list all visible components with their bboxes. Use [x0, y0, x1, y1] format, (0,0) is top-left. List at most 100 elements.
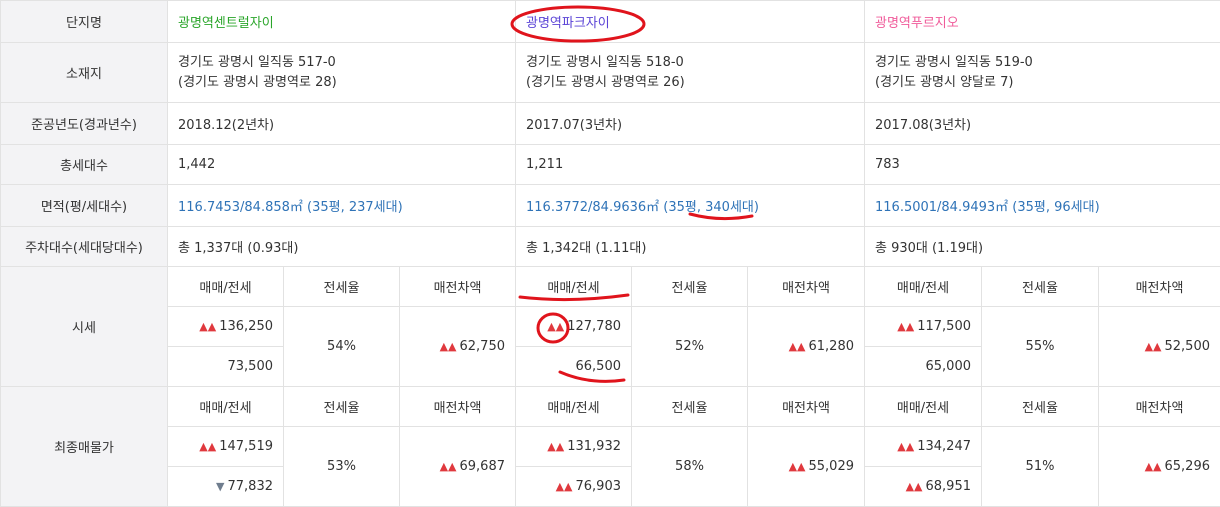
road-address-2: (경기도 광명시 광명역로 26) [526, 74, 685, 90]
market-lease-3: 65,000 [864, 346, 982, 387]
final-sale-value-2: 131,932 [567, 439, 621, 454]
market-sale-value-3: 117,500 [917, 319, 971, 334]
complex-name-2[interactable]: 광명역파크자이 [515, 0, 865, 43]
market-col-gap-3: 매전차액 [1098, 266, 1220, 307]
row-market-header: 시세 매매/전세 전세율 매전차액 매매/전세 전세율 매전차액 매매/전세 전… [0, 266, 1220, 387]
row-final-lease: ▼77,832 ▲76,903 ▲68,951 [1, 466, 1220, 507]
arrow-up-icon: ▲ [906, 480, 923, 493]
market-col-ratio-1: 전세율 [283, 266, 400, 307]
arrow-up-icon: ▲ [1145, 460, 1162, 473]
label-complex: 단지명 [0, 0, 168, 43]
arrow-up-icon: ▲ [199, 440, 216, 453]
arrow-up-icon: ▲ [1145, 340, 1162, 353]
row-parking: 주차대수(세대당대수) 총 1,337대 (0.93대) 총 1,342대 (1… [0, 226, 1220, 267]
label-parking: 주차대수(세대당대수) [0, 226, 168, 267]
arrow-up-icon: ▲ [897, 320, 914, 333]
label-final: 최종매물가 [0, 386, 168, 507]
final-lease-1: ▼ 77,832 [167, 466, 284, 507]
final-sale-value-1: 147,519 [219, 439, 273, 454]
final-gap-2: ▲55,029 [747, 426, 865, 507]
parking-3: 총 930대 (1.19대) [864, 226, 1220, 267]
market-col-ratio-3: 전세율 [981, 266, 1099, 307]
market-lease-1: 73,500 [167, 346, 284, 387]
complex-name-3[interactable]: 광명역푸르지오 [864, 0, 1220, 43]
label-location: 소재지 [0, 42, 168, 103]
label-area: 면적(평/세대수) [0, 184, 168, 227]
row-complex-name: 단지명 광명역센트럴자이 광명역파크자이 광명역푸르지오 [0, 0, 1220, 43]
location-2: 경기도 광명시 일직동 518-0 (경기도 광명시 광명역로 26) [515, 42, 865, 103]
parking-2: 총 1,342대 (1.11대) [515, 226, 865, 267]
row-final-sale: ▲147,519 53% ▲69,687 ▲131,932 58% ▲55,02… [1, 426, 1220, 507]
market-lease-2: 66,500 [515, 346, 632, 387]
final-sale-3: ▲134,247 [864, 426, 982, 467]
row-completion: 준공년도(경과년수) 2018.12(2년차) 2017.07(3년차) 201… [0, 102, 1220, 145]
label-households: 총세대수 [0, 144, 168, 185]
final-col-sale-3: 매매/전세 [864, 386, 982, 427]
arrow-up-icon: ▲ [789, 340, 806, 353]
road-address-3: (경기도 광명시 양달로 7) [875, 74, 1014, 90]
row-market-sale: ▲136,250 54% ▲62,750 ▲127,780 52% ▲61,28… [1, 306, 1220, 387]
market-sale-2: ▲127,780 [515, 306, 632, 347]
market-col-gap-1: 매전차액 [399, 266, 516, 307]
final-col-ratio-1: 전세율 [283, 386, 400, 427]
final-ratio-2: 58% [631, 426, 748, 507]
address-2: 경기도 광명시 일직동 518-0 [526, 54, 684, 70]
market-col-sale-2: 매매/전세 [515, 266, 632, 307]
road-address-1: (경기도 광명시 광명역로 28) [178, 74, 337, 90]
market-sale-3: ▲117,500 [864, 306, 982, 347]
market-sale-value-1: 136,250 [219, 319, 273, 334]
arrow-down-icon: ▼ [216, 480, 225, 493]
market-ratio-1: 54% [283, 306, 400, 387]
final-sale-value-3: 134,247 [917, 439, 971, 454]
households-3: 783 [864, 144, 1220, 185]
parking-1: 총 1,337대 (0.93대) [167, 226, 516, 267]
final-gap-value-2: 55,029 [808, 459, 855, 474]
address-1: 경기도 광명시 일직동 517-0 [178, 54, 336, 70]
market-col-ratio-2: 전세율 [631, 266, 748, 307]
final-gap-value-1: 69,687 [459, 459, 506, 474]
completion-3: 2017.08(3년차) [864, 102, 1220, 145]
arrow-up-icon: ▲ [199, 320, 216, 333]
completion-1: 2018.12(2년차) [167, 102, 516, 145]
row-area: 면적(평/세대수) 116.7453/84.858㎡ (35평, 237세대) … [0, 184, 1220, 227]
area-link-3[interactable]: 116.5001/84.9493㎡ (35평, 96세대) [864, 184, 1220, 227]
market-gap-value-2: 61,280 [808, 339, 855, 354]
final-sale-1: ▲147,519 [167, 426, 284, 467]
market-gap-value-3: 52,500 [1164, 339, 1211, 354]
location-3: 경기도 광명시 일직동 519-0 (경기도 광명시 양달로 7) [864, 42, 1220, 103]
address-3: 경기도 광명시 일직동 519-0 [875, 54, 1033, 70]
arrow-up-icon: ▲ [897, 440, 914, 453]
households-1: 1,442 [167, 144, 516, 185]
area-link-2[interactable]: 116.3772/84.9636㎡ (35평, 340세대) [515, 184, 865, 227]
final-gap-3: ▲65,296 [1098, 426, 1220, 507]
final-lease-value-1: 77,832 [227, 479, 274, 494]
final-lease-3: ▲68,951 [864, 466, 982, 507]
final-col-gap-2: 매전차액 [747, 386, 865, 427]
market-ratio-2: 52% [631, 306, 748, 387]
market-sale-value-2: 127,780 [567, 319, 621, 334]
market-sale-1: ▲136,250 [167, 306, 284, 347]
location-1: 경기도 광명시 일직동 517-0 (경기도 광명시 광명역로 28) [167, 42, 516, 103]
final-lease-value-2: 76,903 [575, 479, 622, 494]
market-gap-2: ▲61,280 [747, 306, 865, 387]
arrow-up-icon: ▲ [547, 320, 564, 333]
label-market: 시세 [0, 266, 168, 387]
completion-2: 2017.07(3년차) [515, 102, 865, 145]
final-col-gap-1: 매전차액 [399, 386, 516, 427]
complex-name-1[interactable]: 광명역센트럴자이 [167, 0, 516, 43]
market-ratio-3: 55% [981, 306, 1099, 387]
area-link-1[interactable]: 116.7453/84.858㎡ (35평, 237세대) [167, 184, 516, 227]
final-sale-2: ▲131,932 [515, 426, 632, 467]
final-gap-value-3: 65,296 [1164, 459, 1211, 474]
final-gap-1: ▲69,687 [399, 426, 516, 507]
arrow-up-icon: ▲ [789, 460, 806, 473]
arrow-up-icon: ▲ [440, 460, 457, 473]
final-col-sale-1: 매매/전세 [167, 386, 284, 427]
market-col-gap-2: 매전차액 [747, 266, 865, 307]
label-completion: 준공년도(경과년수) [0, 102, 168, 145]
market-col-sale-1: 매매/전세 [167, 266, 284, 307]
arrow-up-icon: ▲ [556, 480, 573, 493]
final-col-sale-2: 매매/전세 [515, 386, 632, 427]
row-location: 소재지 경기도 광명시 일직동 517-0 (경기도 광명시 광명역로 28) … [0, 42, 1220, 103]
